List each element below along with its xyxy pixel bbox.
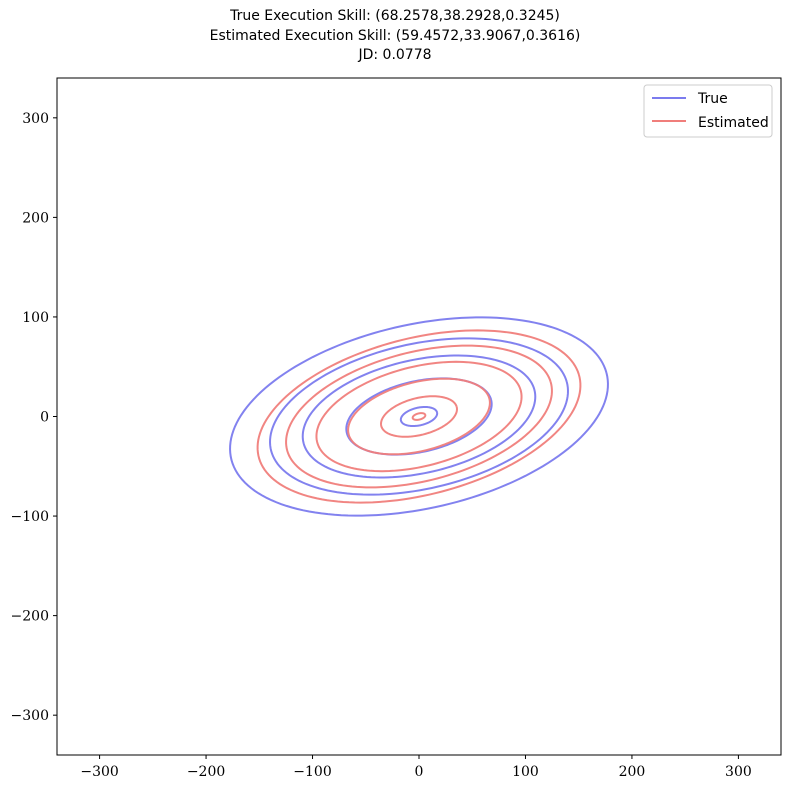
estimated-contour-5 [256,329,582,504]
x-tick-label: 300 [725,764,752,780]
x-axis: −300 −200 −100 0 100 200 300 [80,755,752,780]
legend-label-true: True [697,91,728,107]
y-tick-label: −100 [11,509,49,525]
x-tick-label: 0 [415,764,424,780]
y-tick-label: 0 [40,410,49,426]
y-tick-label: −200 [11,609,49,625]
chart-title-line-2: Estimated Execution Skill: (59.4572,33.9… [209,28,581,44]
chart-title-line-3: JD: 0.0778 [358,47,432,63]
y-axis: −300 −200 −100 0 100 200 300 [11,111,57,724]
x-tick-label: 100 [512,764,539,780]
x-tick-label: 200 [619,764,646,780]
y-tick-label: −300 [11,708,49,724]
true-contour-4 [229,316,609,517]
estimated-contour-4 [285,344,553,489]
x-tick-label: −100 [293,764,331,780]
y-tick-label: 300 [22,111,49,127]
true-contour-1 [345,377,493,456]
true-contour-3 [269,337,569,496]
estimated-contour-0 [411,412,427,421]
estimated-contour-1 [380,395,458,438]
true-contour-0 [399,405,439,428]
y-tick-label: 200 [22,210,49,226]
true-contour-2 [301,354,537,479]
legend: True Estimated [643,84,773,138]
legend-label-estimated: Estimated [698,115,769,131]
y-tick-label: 100 [22,310,49,326]
chart-title-line-1: True Execution Skill: (68.2578,38.2928,0… [230,8,560,24]
x-tick-label: −300 [80,764,118,780]
estimated-contour-2 [347,377,491,456]
estimated-contour-3 [315,360,523,473]
plot-frame [56,77,782,756]
x-tick-label: −200 [187,764,225,780]
contour-layer [229,316,609,517]
